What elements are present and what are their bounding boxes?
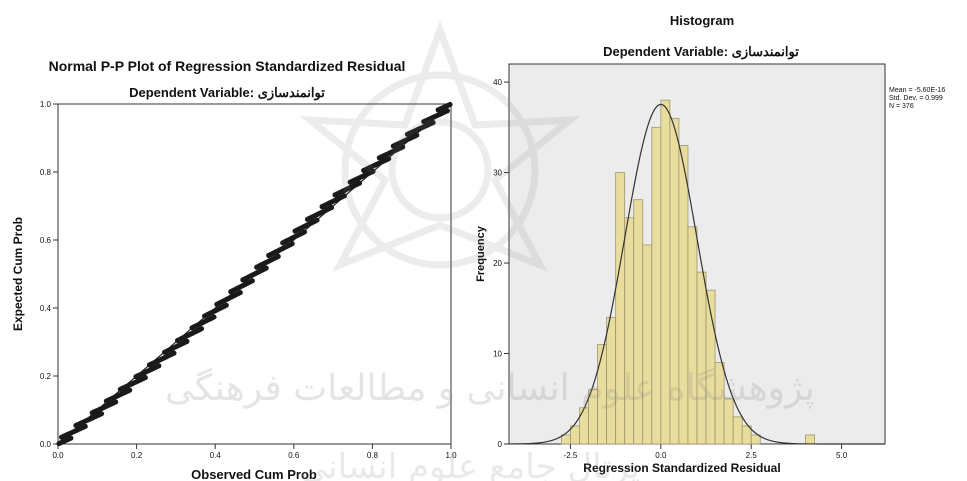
hist-x-axis: -2.5 0.0 2.5 5.0 [564,444,848,460]
pp-point [444,108,451,114]
hist-bar [678,145,689,445]
hist-legend-sd: Std. Dev. = 0.999 [889,95,943,102]
hist-bar [687,226,698,445]
hist-legend-n: N = 376 [889,103,914,110]
pp-x-axis: 0.0 0.2 0.4 0.6 0.8 1.0 [52,444,457,460]
pp-point [113,399,119,405]
pp-y-tick-label: 0.8 [40,168,52,177]
pp-points [56,101,453,447]
pp-xlabel: Observed Cum Prob [191,467,317,481]
pp-point [263,265,269,271]
hist-bar [750,434,761,445]
pp-x-tick-label: 0.4 [210,451,222,460]
hist-bar [660,99,671,445]
hist-x-tick-label: 2.5 [746,451,758,460]
hist-bar [732,416,743,445]
hist-y-tick-label: 0 [498,440,503,449]
hist-bar [579,407,589,445]
pp-point [414,132,420,138]
pp-point [301,229,308,235]
hist-bar [597,344,608,445]
pp-point [142,374,148,381]
hist-x-tick-label: -2.5 [564,451,578,460]
pp-point [68,435,74,441]
histogram: Histogram Dependent Variable: توانمندساز… [475,13,945,475]
hist-bar [669,117,680,445]
hist-y-axis: 0 10 20 30 40 [493,78,509,449]
hist-y-tick-label: 20 [493,259,502,268]
hist-normal-curve [508,103,885,445]
hist-bar [588,389,598,445]
pp-point [82,423,88,429]
pp-x-tick-label: 0.8 [367,451,379,460]
pp-subtitle: Dependent Variable: توانمندسازی [129,85,325,101]
hist-y-tick-label: 10 [493,350,502,359]
pp-plot: Normal P-P Plot of Regression Standardiz… [11,58,457,481]
pp-point [198,326,205,332]
hist-legend: Mean = -5.60E-16 Std. Dev. = 0.999 N = 3… [889,87,945,110]
pp-point [171,350,177,356]
pp-point [341,193,348,199]
hist-xlabel: Regression Standardized Residual [583,461,780,475]
hist-bars [561,99,815,445]
hist-bar [615,172,626,445]
hist-x-tick-label: 0.0 [655,451,667,460]
hist-bar [696,271,707,445]
pp-x-tick-label: 0.0 [52,451,64,460]
hist-bar [633,199,644,445]
pp-point [430,119,436,126]
hist-bar [805,434,815,445]
pp-point [370,168,376,174]
hist-bar [642,244,653,445]
hist-y-tick-label: 40 [493,78,502,87]
pp-point [356,180,363,186]
pp-point [211,314,217,320]
pp-x-tick-label: 1.0 [445,451,457,460]
pp-y-tick-label: 0.0 [40,440,52,449]
pp-y-tick-label: 0.6 [40,236,52,245]
pp-y-tick-label: 0.4 [40,304,52,313]
pp-point [127,387,133,393]
pp-x-tick-label: 0.2 [131,451,143,460]
pp-point [275,253,281,259]
pp-point [237,289,243,296]
hist-legend-mean: Mean = -5.60E-16 [889,87,945,94]
pp-y-tick-label: 0.2 [40,372,52,381]
hist-title: Histogram [670,13,734,28]
pp-point [400,144,406,150]
pp-y-axis: 0.0 0.2 0.4 0.6 0.8 1.0 [40,100,58,449]
pp-point [447,101,453,108]
pp-y-tick-label: 1.0 [40,100,52,109]
hist-bar [561,434,571,445]
pp-point [386,156,392,162]
hist-bar [570,425,580,445]
pp-ylabel: Expected Cum Prob [11,217,25,331]
pp-title: Normal P-P Plot of Regression Standardiz… [49,58,406,74]
hist-subtitle: Dependent Variable: توانمندسازی [603,44,799,60]
hist-x-tick-label: 5.0 [836,451,848,460]
hist-bar [651,126,662,445]
pp-point [314,217,320,223]
pp-point [156,363,162,369]
pp-point [289,241,295,247]
pp-x-tick-label: 0.6 [288,451,300,460]
hist-ylabel: Frequency [475,225,487,282]
pp-point [328,204,335,211]
hist-y-tick-label: 30 [493,169,502,178]
hist-bar [723,398,734,445]
pp-point [98,411,105,417]
hist-bar [606,316,617,445]
pp-point [223,302,229,308]
hist-bar [741,425,752,445]
pp-point [249,278,255,284]
hist-bar [624,217,635,445]
hist-bar [714,362,725,445]
pp-point [184,338,190,344]
